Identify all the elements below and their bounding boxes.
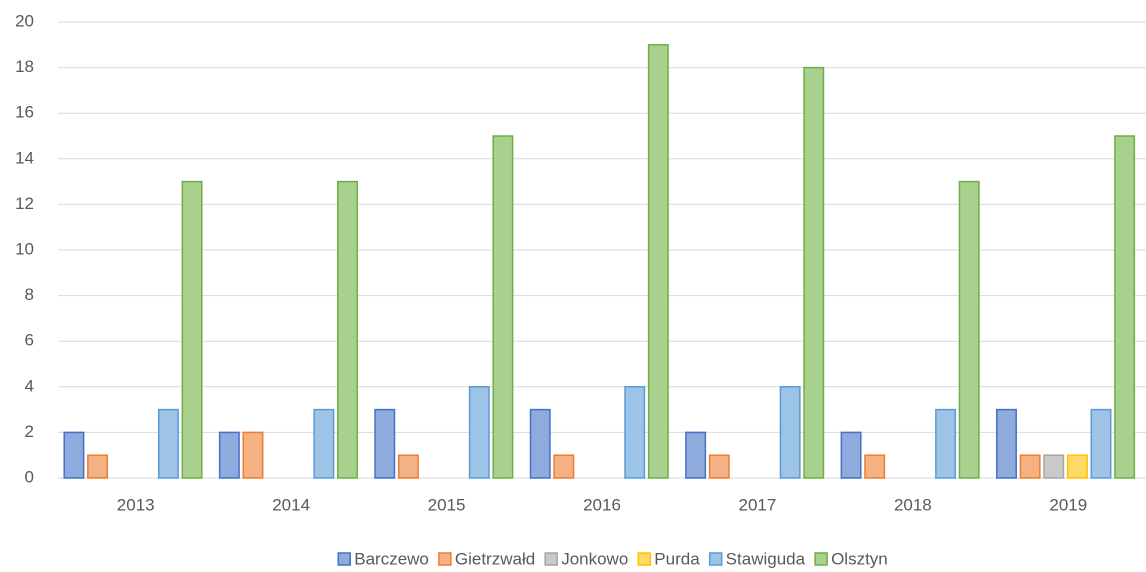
y-tick-label: 12: [15, 194, 34, 213]
bar: [1114, 135, 1136, 479]
bar: [1043, 454, 1065, 479]
bar: [935, 408, 957, 479]
y-tick-label: 16: [15, 103, 34, 122]
bar: [218, 431, 240, 479]
bar: [529, 408, 551, 479]
bar: [337, 180, 358, 479]
y-tick-label: 6: [25, 331, 34, 350]
legend-label: Jonkowo: [561, 549, 628, 568]
bar: [63, 431, 85, 479]
bar: [397, 454, 419, 479]
bar: [1090, 408, 1112, 479]
legend-label: Gietrzwałd: [455, 549, 535, 568]
bar: [685, 431, 707, 479]
legend-swatch: [814, 552, 828, 566]
bar: [492, 135, 514, 479]
bar: [864, 454, 886, 479]
bar: [803, 66, 825, 479]
x-tick-label: 2016: [583, 495, 621, 514]
x-tick-label: 2017: [739, 495, 777, 514]
bar: [779, 386, 801, 479]
y-tick-label: 10: [15, 239, 34, 258]
legend-swatch: [438, 552, 452, 566]
y-tick-label: 14: [15, 148, 34, 167]
y-tick-label: 20: [15, 11, 34, 30]
legend-swatch: [708, 552, 723, 566]
bar: [624, 386, 646, 479]
x-tick-label: 2014: [272, 495, 310, 514]
x-tick-label: 2015: [428, 495, 466, 514]
bar: [553, 454, 575, 479]
x-tick-label: 2018: [894, 495, 932, 514]
bar: [242, 431, 264, 479]
bar: [1019, 454, 1041, 479]
x-tick-label: 2013: [117, 495, 155, 514]
y-tick-label: 2: [25, 422, 34, 441]
bar: [181, 180, 203, 479]
legend-swatch: [637, 552, 652, 566]
bar: [374, 408, 396, 479]
legend-label: Stawiguda: [726, 549, 806, 568]
y-tick-label: 0: [25, 467, 34, 486]
legend-label: Purda: [654, 549, 700, 568]
bar: [996, 408, 1017, 479]
bar: [958, 180, 980, 479]
y-tick-label: 4: [25, 376, 34, 395]
bar: [313, 408, 335, 479]
bar: [840, 431, 862, 479]
y-tick-label: 8: [25, 285, 34, 304]
y-tick-label: 18: [15, 57, 34, 76]
legend-swatch: [544, 552, 558, 566]
bar: [157, 408, 179, 479]
bar: [87, 454, 109, 479]
bar: [647, 44, 669, 479]
bar: [1066, 454, 1088, 479]
legend-label: Olsztyn: [831, 549, 888, 568]
bar: [708, 454, 730, 479]
bar: [468, 386, 490, 479]
legend-label: Barczewo: [354, 549, 429, 568]
legend-swatch: [337, 552, 351, 566]
x-tick-label: 2019: [1049, 495, 1087, 514]
